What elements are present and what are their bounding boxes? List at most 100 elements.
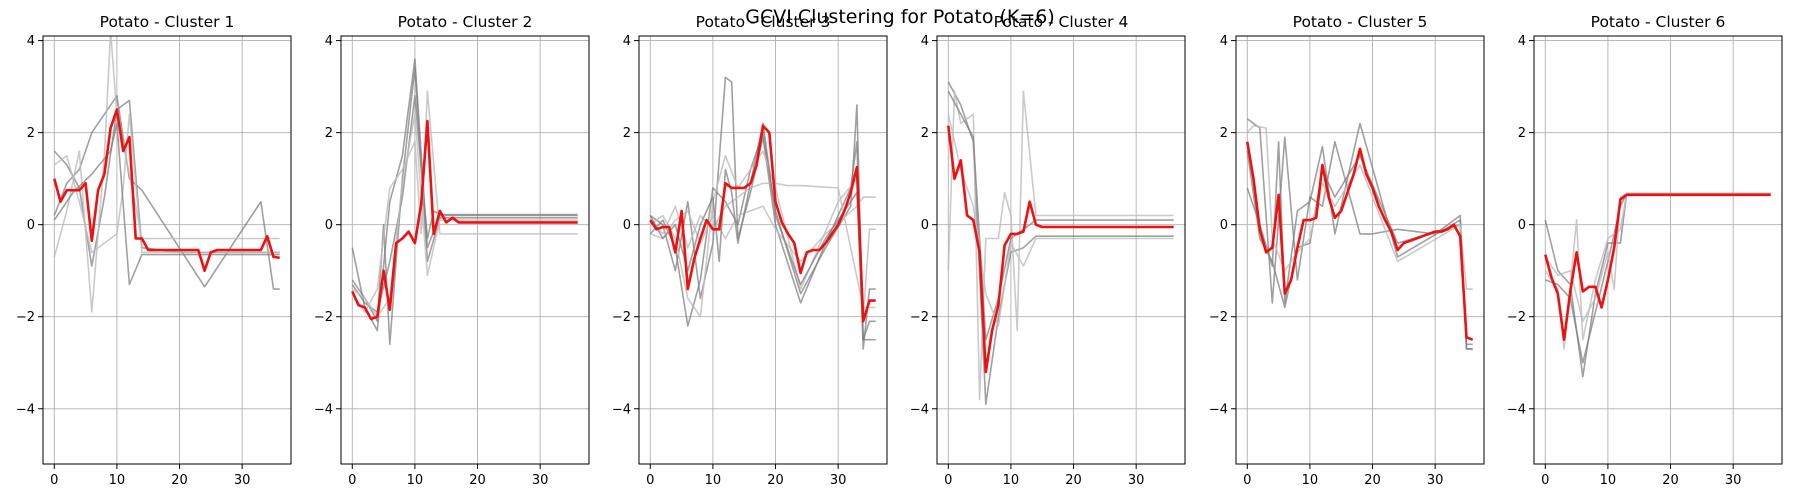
panel-title: Potato - Cluster 2	[398, 13, 533, 31]
x-tick-label: 20	[1364, 473, 1381, 488]
centroid-line	[649, 124, 876, 323]
x-tick-label: 20	[469, 473, 486, 488]
y-tick-label: 4	[623, 34, 631, 49]
y-tick-label: −2	[612, 310, 631, 325]
y-tick-label: 4	[325, 34, 333, 49]
x-tick-label: 30	[1128, 473, 1145, 488]
member-series-line	[53, 113, 280, 254]
x-tick-label: 20	[767, 473, 784, 488]
axes-frame	[638, 35, 888, 465]
member-series-line	[649, 76, 876, 350]
y-tick-label: −4	[1507, 402, 1526, 417]
y-tick-label: −4	[314, 402, 333, 417]
member-series-line	[351, 90, 578, 313]
axes-frame	[1533, 35, 1783, 465]
y-tick-label: −4	[1209, 402, 1228, 417]
y-tick-label: 4	[1518, 34, 1526, 49]
x-tick-label: 0	[646, 473, 654, 488]
y-tick-label: −2	[910, 310, 929, 325]
cluster-2-panel: 0 10 20 30 −4 −2 0 2 4 Potato - Cluster 2	[314, 13, 590, 488]
member-series-line	[1544, 192, 1771, 323]
x-tick-label: 20	[171, 473, 188, 488]
y-tick-label: −4	[16, 402, 35, 417]
axes-frame	[340, 35, 590, 465]
y-tick-label: 2	[921, 126, 929, 141]
y-tick-label: −2	[1209, 310, 1228, 325]
x-tick-label: 0	[348, 473, 356, 488]
centroid-line	[53, 108, 280, 273]
plot-area	[947, 81, 1174, 406]
x-tick-label: 30	[1427, 473, 1444, 488]
y-tick-label: 0	[27, 218, 35, 233]
axes-frame	[1235, 35, 1485, 465]
y-tick-label: 2	[27, 126, 35, 141]
panel-title: Potato - Cluster 5	[1293, 13, 1428, 31]
member-series-line	[947, 90, 1174, 401]
plot-area	[351, 58, 578, 346]
axes-frame	[936, 35, 1186, 465]
y-tick-label: 2	[325, 126, 333, 141]
member-series-line	[351, 67, 578, 346]
cluster-3-panel: 0 10 20 30 −4 −2 0 2 4 Potato - Cluster 3	[612, 13, 888, 488]
cluster-5-panel: 0 10 20 30 −4 −2 0 2 4 Potato - Cluster 5	[1209, 13, 1485, 488]
y-tick-label: 4	[1220, 34, 1228, 49]
x-tick-label: 30	[830, 473, 847, 488]
x-tick-label: 20	[1662, 473, 1679, 488]
y-tick-label: −4	[910, 402, 929, 417]
member-series-line	[947, 81, 1174, 406]
x-tick-label: 30	[234, 473, 251, 488]
y-tick-label: −2	[314, 310, 333, 325]
y-tick-label: −2	[1507, 310, 1526, 325]
y-tick-label: 4	[27, 34, 35, 49]
x-tick-label: 0	[1243, 473, 1251, 488]
y-tick-label: 2	[1518, 126, 1526, 141]
member-series-line	[1544, 192, 1771, 378]
member-series-line	[53, 95, 280, 290]
member-series-line	[649, 182, 876, 309]
x-tick-label: 10	[1302, 473, 1319, 488]
x-tick-label: 10	[407, 473, 424, 488]
panel-title: Potato - Cluster 6	[1591, 13, 1726, 31]
y-tick-label: 0	[1518, 218, 1526, 233]
y-tick-label: 2	[623, 126, 631, 141]
y-tick-label: −4	[612, 402, 631, 417]
centroid-line	[1246, 141, 1474, 341]
centroid-line	[1544, 193, 1771, 342]
panel-title: Potato - Cluster 4	[994, 13, 1129, 31]
x-tick-label: 0	[50, 473, 58, 488]
y-tick-label: 0	[325, 218, 333, 233]
axes-frame	[42, 35, 292, 465]
member-series-line	[947, 114, 1174, 327]
member-series-line	[53, 99, 280, 267]
cluster-4-panel: 0 10 20 30 −4 −2 0 2 4 Potato - Cluster 4	[910, 13, 1186, 488]
x-tick-label: 30	[1725, 473, 1742, 488]
panel-title: Potato - Cluster 3	[696, 13, 831, 31]
plot-area	[1544, 192, 1771, 378]
x-tick-label: 10	[705, 473, 722, 488]
y-tick-label: 0	[1220, 218, 1228, 233]
y-tick-label: 2	[1220, 126, 1228, 141]
cluster-1-panel: 0 10 20 30 −4 −2 0 2 4 Potato - Cluster 1	[16, 13, 292, 488]
x-tick-label: 30	[532, 473, 549, 488]
x-tick-label: 10	[109, 473, 126, 488]
figure-suptitle: GCVI Clustering for Potato (K=6)	[745, 6, 1055, 28]
centroid-line	[351, 119, 578, 321]
x-tick-label: 0	[1541, 473, 1549, 488]
x-tick-label: 20	[1065, 473, 1082, 488]
plot-area	[649, 76, 876, 350]
panel-title: Potato - Cluster 1	[100, 13, 235, 31]
x-tick-label: 0	[944, 473, 952, 488]
plot-area	[53, 36, 280, 313]
y-tick-label: 4	[921, 34, 929, 49]
member-series-line	[351, 113, 578, 318]
y-tick-label: −2	[16, 310, 35, 325]
cluster-6-panel: 0 10 20 30 −4 −2 0 2 4 Potato - Cluster 6	[1507, 13, 1783, 488]
centroid-line	[947, 125, 1174, 374]
y-tick-label: 0	[921, 218, 929, 233]
plot-area	[1246, 118, 1474, 350]
x-tick-label: 10	[1600, 473, 1617, 488]
member-series-line	[53, 36, 280, 313]
y-tick-label: 0	[623, 218, 631, 233]
x-tick-label: 10	[1003, 473, 1020, 488]
